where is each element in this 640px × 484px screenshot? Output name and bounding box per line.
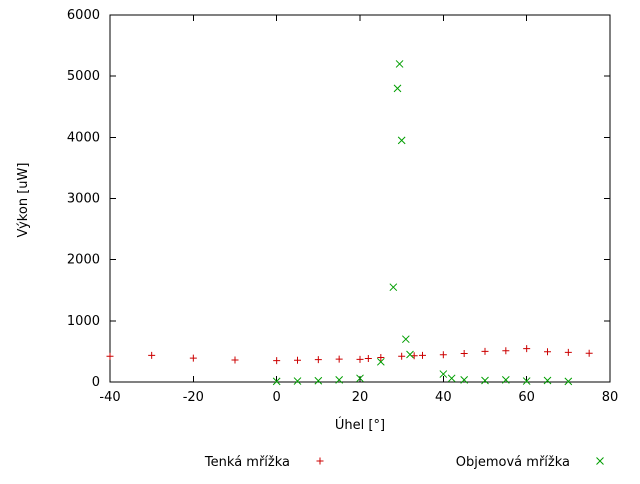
data-point bbox=[356, 374, 364, 383]
data-point bbox=[460, 350, 468, 358]
data-point bbox=[272, 377, 281, 386]
data-point bbox=[543, 376, 552, 385]
data-point bbox=[397, 136, 406, 145]
y-axis-title: Výkon [uW] bbox=[16, 163, 31, 238]
data-point bbox=[544, 348, 551, 356]
data-point bbox=[439, 351, 447, 359]
series-tenka-mrizka bbox=[106, 345, 593, 365]
legend-label-objemova-mrizka: Objemová mřížka bbox=[456, 455, 570, 470]
data-point bbox=[294, 356, 301, 364]
y-tick-label: 6000 bbox=[67, 8, 100, 23]
data-point bbox=[501, 376, 510, 384]
data-point bbox=[585, 349, 593, 357]
x-tick-label: -20 bbox=[183, 390, 204, 405]
data-point bbox=[293, 377, 302, 385]
x-tick-label: 20 bbox=[352, 390, 369, 405]
data-point bbox=[481, 347, 489, 355]
data-point bbox=[564, 377, 573, 386]
legend-label-tenka-mrizka: Tenká mřížka bbox=[204, 455, 290, 470]
y-tick-label: 3000 bbox=[67, 192, 100, 207]
data-point bbox=[356, 355, 364, 363]
data-point bbox=[401, 335, 410, 344]
data-point bbox=[460, 376, 469, 384]
data-point bbox=[335, 355, 343, 363]
data-point bbox=[273, 357, 281, 365]
data-point bbox=[395, 60, 404, 68]
x-tick-label: 40 bbox=[435, 390, 452, 405]
data-point bbox=[419, 351, 426, 359]
data-point bbox=[148, 351, 156, 359]
data-point bbox=[439, 370, 448, 378]
data-point bbox=[335, 376, 344, 384]
y-tick-label: 4000 bbox=[67, 130, 100, 145]
data-point bbox=[502, 347, 510, 355]
y-tick-label: 2000 bbox=[67, 253, 100, 268]
series-objemova-mrizka bbox=[272, 60, 573, 386]
data-point bbox=[389, 283, 398, 292]
data-point bbox=[406, 350, 414, 359]
cross-marker-icon bbox=[596, 457, 604, 465]
data-point bbox=[393, 84, 402, 93]
data-point bbox=[377, 354, 385, 362]
plus-marker-icon bbox=[316, 457, 324, 465]
x-axis-title: Úhel [°] bbox=[335, 417, 385, 433]
y-tick-label: 5000 bbox=[67, 69, 100, 84]
data-point bbox=[189, 354, 197, 362]
data-point bbox=[106, 352, 114, 360]
x-tick-label: 0 bbox=[273, 390, 281, 405]
y-tick-label: 1000 bbox=[67, 314, 100, 329]
x-tick-label: 60 bbox=[518, 390, 535, 405]
data-point bbox=[481, 376, 489, 385]
legend: Tenká mřížka Objemová mřížka bbox=[204, 455, 604, 470]
data-point bbox=[564, 348, 572, 356]
data-point bbox=[231, 356, 239, 364]
data-point bbox=[314, 376, 323, 385]
data-point bbox=[522, 377, 531, 385]
plot-region: -40 -20 0 20 40 60 80 0 1000 2000 3000 4000 5000 6000 bbox=[67, 8, 618, 405]
data-point bbox=[364, 354, 372, 362]
data-point bbox=[376, 357, 385, 366]
data-point bbox=[447, 374, 456, 383]
data-point bbox=[523, 345, 531, 353]
y-tick-label: 0 bbox=[92, 375, 100, 390]
x-tick-label: 80 bbox=[602, 390, 619, 405]
data-point bbox=[398, 352, 406, 360]
data-point bbox=[314, 356, 322, 364]
plot-border bbox=[109, 14, 611, 383]
x-tick-label: -40 bbox=[99, 390, 120, 405]
